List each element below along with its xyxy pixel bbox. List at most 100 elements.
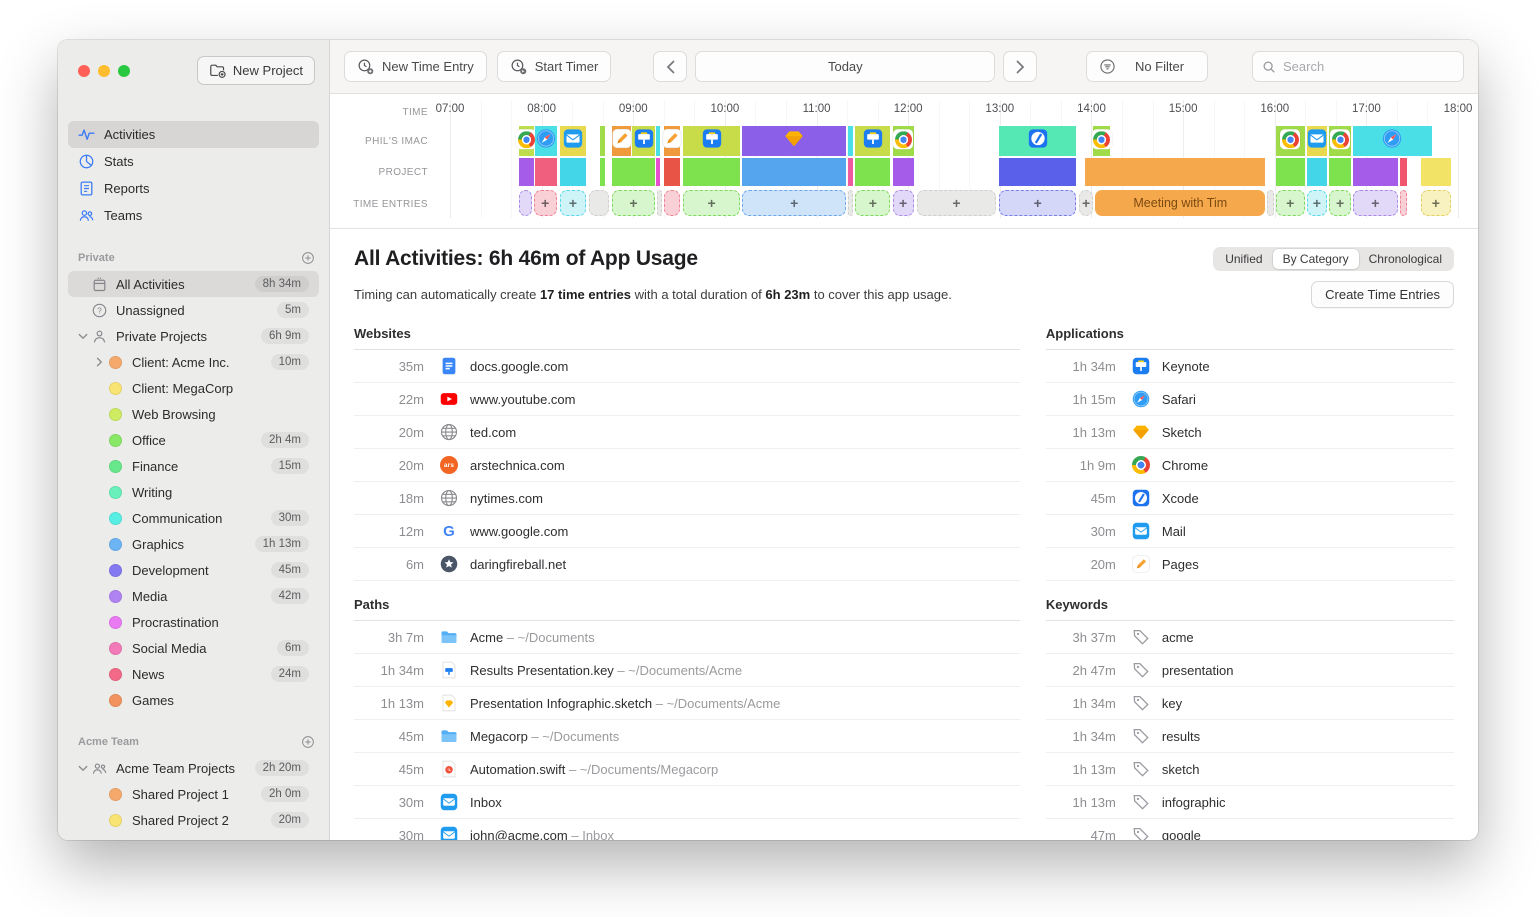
project-block[interactable] — [848, 158, 854, 186]
list-item-john-acme-com[interactable]: 30m john@acme.com – Inbox — [354, 819, 1020, 840]
sidebar-project-web-browsing[interactable]: Web Browsing — [68, 401, 319, 427]
minimize-window-button[interactable] — [98, 64, 110, 77]
sidebar-item-reports[interactable]: Reports — [68, 175, 319, 202]
chevron-down-icon[interactable] — [77, 330, 89, 342]
view-mode-chronological[interactable]: Chronological — [1368, 252, 1442, 266]
sidebar-item-teams[interactable]: Teams — [68, 202, 319, 229]
sidebar-project-private-projects[interactable]: Private Projects 6h 9m — [68, 323, 319, 349]
time-entry-meeting-with-tim[interactable]: Meeting with Tim — [1095, 190, 1266, 216]
list-item-chrome[interactable]: 1h 9m Chrome — [1045, 449, 1454, 482]
suggested-time-entry[interactable] — [848, 190, 854, 216]
suggested-time-entry-add-button[interactable]: + — [892, 190, 914, 216]
sidebar-project-graphics[interactable]: Graphics 1h 13m — [68, 531, 319, 557]
project-block[interactable] — [1328, 158, 1352, 186]
sidebar-project-client-acme-inc-[interactable]: Client: Acme Inc. 10m — [68, 349, 319, 375]
suggested-time-entry-add-button[interactable]: + — [1328, 190, 1352, 216]
new-project-button[interactable]: New Project — [196, 56, 315, 85]
sidebar-project-writing[interactable]: Writing — [68, 479, 319, 505]
app-usage-block-chrome[interactable] — [1275, 126, 1305, 156]
list-item-pages[interactable]: 20m Pages — [1045, 548, 1454, 581]
suggested-time-entry-add-button[interactable]: + — [612, 190, 655, 216]
suggested-time-entry-add-button[interactable]: + — [559, 190, 587, 216]
list-item-sketch[interactable]: 1h 13m Sketch — [1045, 416, 1454, 449]
sidebar-item-stats[interactable]: Stats — [68, 148, 319, 175]
project-block[interactable] — [534, 158, 557, 186]
list-item-results[interactable]: 1h 34m results — [1045, 720, 1454, 753]
project-block[interactable] — [1306, 158, 1327, 186]
sidebar-project-all-activities[interactable]: All Activities 8h 34m — [68, 271, 319, 297]
sidebar-item-activities[interactable]: Activities — [68, 121, 319, 148]
project-block[interactable] — [655, 158, 660, 186]
project-block[interactable] — [1085, 158, 1266, 186]
sidebar-project-media[interactable]: Media 42m — [68, 583, 319, 609]
close-window-button[interactable] — [78, 64, 90, 77]
app-usage-block-keynote[interactable] — [855, 126, 891, 156]
list-item-megacorp[interactable]: 45m Megacorp – ~/Documents — [354, 720, 1020, 753]
suggested-time-entry-add-button[interactable]: + — [1353, 190, 1398, 216]
start-timer-button[interactable]: Start Timer — [496, 51, 612, 82]
project-block[interactable] — [1353, 158, 1398, 186]
project-block[interactable] — [1420, 158, 1451, 186]
project-block[interactable] — [1275, 158, 1305, 186]
app-usage-block-chrome[interactable] — [1328, 126, 1352, 156]
view-mode-unified[interactable]: Unified — [1225, 252, 1263, 266]
project-block[interactable] — [612, 158, 655, 186]
sidebar-project-procrastination[interactable]: Procrastination — [68, 609, 319, 635]
suggested-time-entry-add-button[interactable]: + — [1420, 190, 1451, 216]
suggested-time-entry-add-button[interactable]: + — [533, 190, 557, 216]
filter-button[interactable]: No Filter — [1086, 51, 1208, 82]
sidebar-project-finance[interactable]: Finance 15m — [68, 453, 319, 479]
previous-day-button[interactable] — [653, 51, 688, 82]
list-item-safari[interactable]: 1h 15m Safari — [1045, 383, 1454, 416]
app-usage-block-safari[interactable] — [534, 126, 557, 156]
project-block[interactable] — [1399, 158, 1407, 186]
view-mode-by-category[interactable]: By Category — [1272, 249, 1359, 269]
app-usage-block[interactable] — [600, 126, 606, 156]
zoom-window-button[interactable] — [118, 64, 130, 77]
next-day-button[interactable] — [1003, 51, 1038, 82]
list-item-ted-com[interactable]: 20m ted.com — [354, 416, 1020, 449]
sidebar-project-news[interactable]: News 24m — [68, 661, 319, 687]
list-item-google[interactable]: 47m google — [1046, 819, 1454, 840]
project-block[interactable] — [663, 158, 680, 186]
new-time-entry-button[interactable]: New Time Entry — [344, 51, 487, 82]
sidebar-project-social-media[interactable]: Social Media 6m — [68, 635, 319, 661]
create-time-entries-button[interactable]: Create Time Entries — [1311, 281, 1454, 308]
sidebar-project-communication[interactable]: Communication 30m — [68, 505, 319, 531]
list-item-inbox[interactable]: 30m Inbox — [354, 786, 1020, 819]
list-item-docs-google-com[interactable]: 35m docs.google.com — [354, 350, 1020, 383]
sidebar-project-shared-project-1[interactable]: Shared Project 1 2h 0m — [68, 781, 319, 807]
app-usage-block-pages[interactable] — [612, 126, 632, 156]
suggested-time-entry[interactable] — [1399, 190, 1407, 216]
suggested-time-entry-add-button[interactable]: + — [682, 190, 741, 216]
suggested-time-entry[interactable] — [518, 190, 532, 216]
suggested-time-entry-add-button[interactable]: + — [999, 190, 1076, 216]
list-item-acme[interactable]: 3h 7m Acme – ~/Documents — [354, 621, 1020, 654]
project-block[interactable] — [855, 158, 891, 186]
list-item-key[interactable]: 1h 34m key — [1045, 687, 1454, 720]
add-project-button[interactable] — [301, 735, 315, 749]
list-item-keynote[interactable]: 1h 34m Keynote — [1045, 350, 1454, 383]
project-block[interactable] — [999, 158, 1076, 186]
project-block[interactable] — [600, 158, 606, 186]
app-usage-block-pages[interactable] — [662, 126, 682, 156]
list-item-infographic[interactable]: 1h 13m infographic — [1045, 786, 1454, 819]
suggested-time-entry[interactable] — [656, 190, 662, 216]
suggested-time-entry-add-button[interactable]: + — [1306, 190, 1327, 216]
search-input[interactable] — [1283, 59, 1454, 74]
project-block[interactable] — [518, 158, 534, 186]
app-usage-block-keynote[interactable] — [632, 126, 655, 156]
app-usage-block-mail[interactable] — [559, 126, 587, 156]
suggested-time-entry-add-button[interactable]: + — [742, 190, 847, 216]
list-item-presentation-infographic-sketch[interactable]: 1h 13m Presentation Infographic.sketch – … — [354, 687, 1020, 720]
suggested-time-entry-add-button[interactable]: + — [855, 190, 891, 216]
list-item-sketch[interactable]: 1h 13m sketch — [1045, 753, 1454, 786]
suggested-time-entry[interactable] — [589, 190, 610, 216]
list-item-daringfireball-net[interactable]: 6m daringfireball.net — [354, 548, 1020, 581]
app-usage-block-safari[interactable] — [1353, 126, 1432, 156]
suggested-time-entry[interactable] — [1267, 190, 1274, 216]
project-block[interactable] — [742, 158, 847, 186]
app-usage-block-chrome[interactable] — [892, 126, 914, 156]
add-project-button[interactable] — [301, 251, 315, 265]
